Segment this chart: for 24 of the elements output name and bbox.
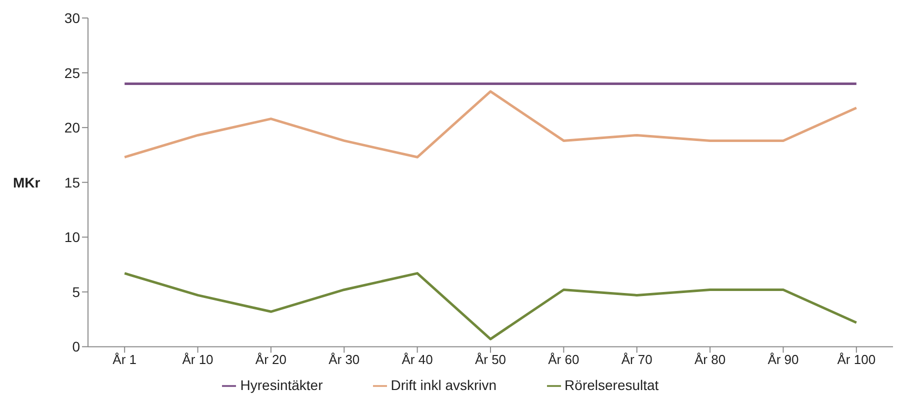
line-series	[123, 90, 858, 158]
line-series	[123, 272, 858, 340]
y-tick-label: 5	[72, 284, 80, 300]
x-tick-label: År 80	[694, 352, 726, 367]
legend-label: Hyresintäkter	[240, 376, 323, 393]
x-tick-label: År 100	[837, 352, 876, 367]
y-tick-label: 15	[64, 174, 80, 190]
y-tick-label: 0	[72, 338, 80, 355]
x-tick-label: År 40	[402, 352, 433, 367]
x-tick-label: År 90	[768, 352, 799, 367]
x-tick-label: År 1	[112, 352, 137, 367]
x-tick-label: År 70	[621, 352, 652, 367]
legend-label: Drift inkl avskrivn	[390, 376, 497, 393]
x-tick-label: År 10	[182, 352, 214, 367]
y-tick-label: 25	[64, 64, 80, 81]
y-axis-title: MKr	[13, 174, 41, 190]
y-tick-label: 30	[64, 10, 80, 26]
legend-label: Rörelseresultat	[564, 376, 659, 393]
y-tick-label: 20	[64, 120, 80, 136]
y-tick-label: 10	[64, 229, 80, 246]
x-tick-label: År 60	[548, 352, 580, 367]
x-tick-label: År 20	[255, 352, 286, 367]
x-tick-label: År 50	[474, 352, 506, 367]
x-tick-label: År 30	[328, 352, 360, 367]
